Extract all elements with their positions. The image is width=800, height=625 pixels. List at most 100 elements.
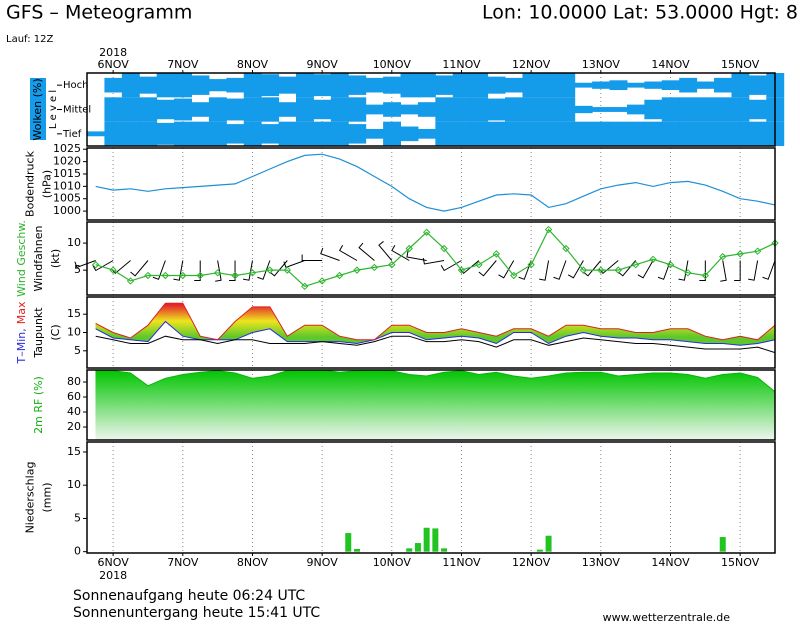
humidity-area (165, 374, 184, 441)
temp-line (95, 335, 776, 354)
cloud-cell (679, 121, 698, 146)
y-tick-label: 80 (67, 375, 81, 388)
wind-barb (699, 260, 706, 281)
cloud-cell (417, 102, 436, 117)
wind-marker (92, 261, 100, 269)
wind-barb (539, 260, 550, 281)
cloud-cell (191, 75, 210, 95)
temp-range (304, 324, 323, 342)
wind-marker (335, 271, 344, 280)
cloud-cell (139, 121, 158, 146)
x-tick-label: 15NOV (721, 58, 760, 71)
temp-range (391, 324, 410, 333)
wind-marker (631, 261, 640, 269)
wind-barb (243, 260, 253, 281)
level-label: Tief (62, 129, 82, 140)
wind-marker (231, 271, 239, 280)
wind-barb (301, 254, 323, 261)
wind-barb (92, 260, 114, 272)
wind-barb (283, 260, 305, 268)
cloud-cell (348, 124, 367, 144)
cloud-cell (661, 97, 680, 122)
y-tick-label: 60 (67, 390, 81, 403)
wind-marker (126, 277, 135, 285)
x-tick-label: 8NOV (237, 556, 269, 569)
cloud-cell (731, 97, 750, 122)
cloud-cell (470, 73, 489, 98)
y-tick-label: 1025 (53, 142, 81, 155)
cloud-cell (505, 97, 523, 122)
axis-label-part: Max (15, 301, 28, 324)
cloud-cell (383, 121, 402, 146)
y-tick-label: 1020 (53, 155, 81, 168)
cloud-cell (313, 74, 332, 97)
wind-marker (614, 266, 622, 274)
wind-barb (422, 257, 445, 265)
cloud-cell (539, 97, 558, 122)
cloud-cell (243, 97, 262, 122)
cloud-cell (121, 97, 140, 122)
year-label: 2018 (99, 46, 127, 59)
wind-barb (338, 245, 358, 261)
humidity-area (147, 377, 166, 441)
y-tick-label: 40 (67, 405, 81, 418)
humidity-area (391, 370, 410, 441)
axis-label: Windfahnen (32, 226, 45, 292)
humidity-area (199, 370, 218, 441)
cloud-cell (313, 99, 332, 120)
cloud-cell (539, 73, 558, 98)
x-tick-label: 6NOV (98, 58, 130, 71)
cloud-cell (365, 104, 384, 115)
wind-marker (527, 261, 535, 269)
cloud-cell (348, 97, 367, 122)
cloud-title: Wolken (%) (31, 78, 44, 140)
x-tick-label: 8NOV (237, 58, 269, 71)
wind-barb (215, 260, 222, 282)
cloud-cell (261, 97, 280, 122)
humidity-area (722, 372, 741, 441)
y-tick-label: 1005 (53, 192, 81, 205)
precip-bar (423, 527, 430, 552)
y-tick-label: 1000 (53, 204, 81, 217)
y-tick-label: 5 (74, 263, 81, 276)
wind-marker (353, 266, 361, 274)
cloud-cell (505, 121, 523, 146)
cloud-cell (191, 121, 210, 146)
temp-range (513, 328, 532, 333)
cloud-cell (487, 76, 506, 94)
y-tick-label: 15 (67, 307, 81, 320)
axis-label-part: Niederschlag (24, 462, 37, 534)
cloud-cell (731, 73, 750, 98)
humidity-area (548, 372, 567, 441)
wind-barb (358, 242, 375, 261)
cloud-cell (226, 124, 245, 144)
precip-bar (432, 528, 439, 552)
cloud-cell (174, 98, 193, 121)
wind-barb (553, 260, 567, 280)
cloud-cell (644, 81, 663, 89)
cloud-cell (435, 97, 454, 122)
panel-background (87, 442, 775, 553)
wind-marker (405, 244, 413, 253)
y-tick-label: 10 (67, 326, 81, 339)
cloud-cell (592, 81, 611, 89)
cloud-cell (139, 97, 158, 122)
cloud-cell (748, 99, 767, 120)
x-tick-label: 7NOV (167, 58, 199, 71)
cloud-cell (696, 121, 715, 146)
cloud-cell (522, 121, 541, 146)
cloud-cell (400, 73, 419, 98)
humidity-area (635, 372, 654, 441)
panel-frame (86, 147, 776, 221)
wind-marker (388, 261, 396, 269)
wind-line (95, 228, 776, 287)
wind-marker (422, 228, 431, 236)
x-tick-label: 6NOV (98, 556, 130, 569)
axis-label-part: (mm) (41, 482, 54, 512)
cloud-cell (557, 73, 576, 98)
humidity-area (321, 369, 340, 441)
humidity-area (287, 369, 305, 441)
cloud-cell (121, 121, 140, 146)
wind-marker (109, 266, 117, 274)
wind-marker (597, 266, 605, 274)
